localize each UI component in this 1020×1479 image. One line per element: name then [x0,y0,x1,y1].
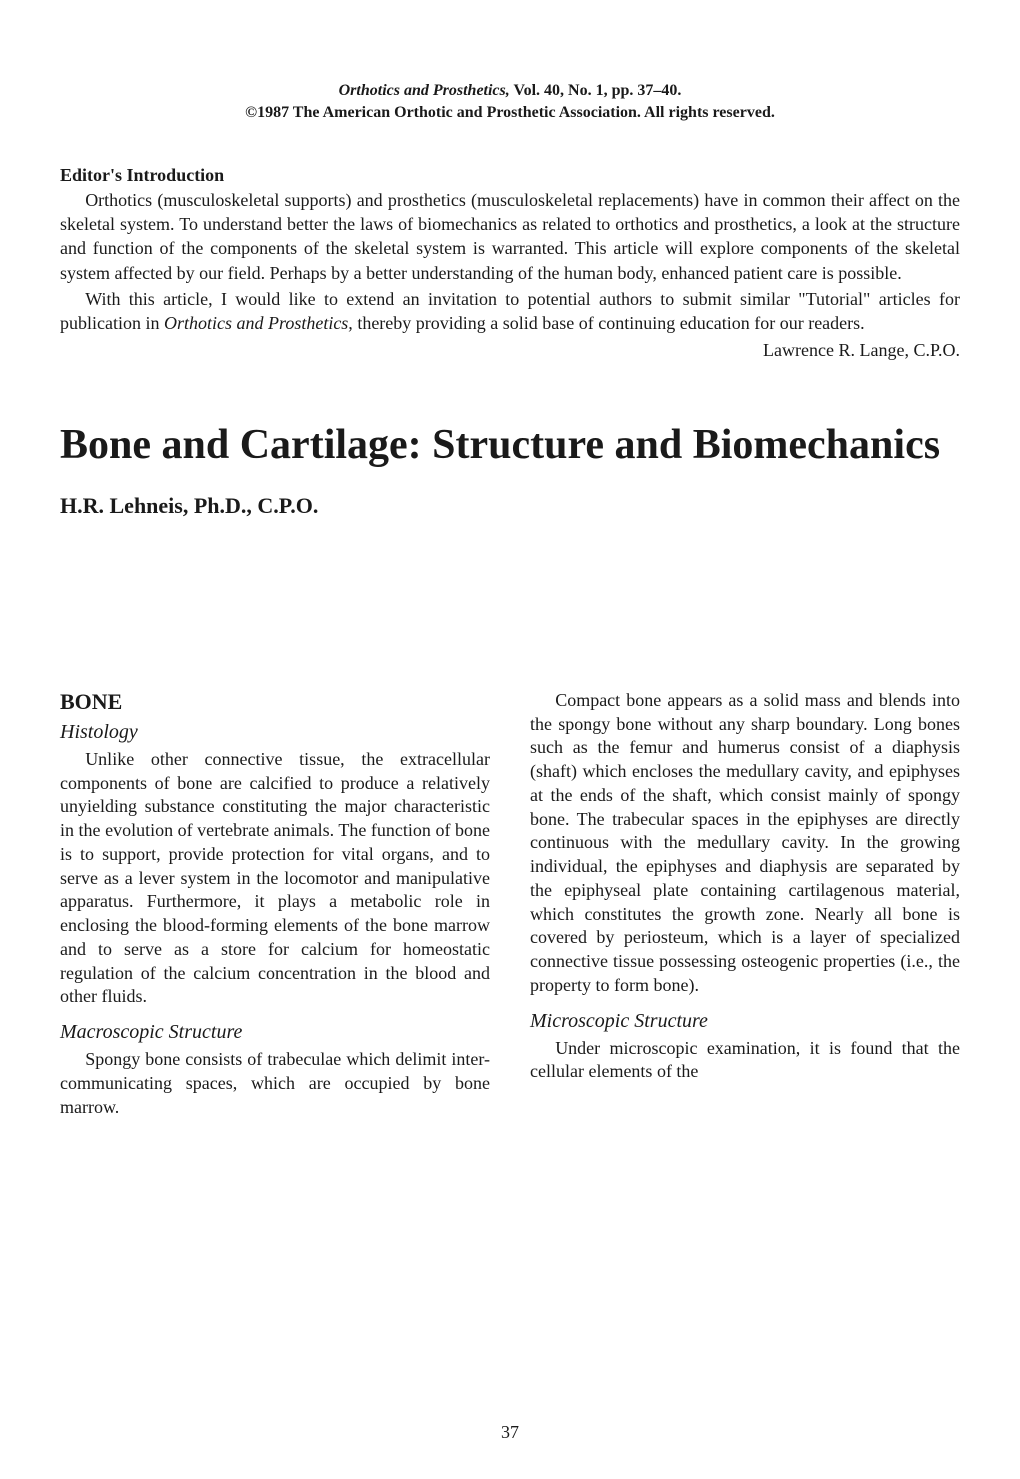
col2-para-1: Compact bone appears as a solid mass and… [530,689,960,998]
left-column: BONE Histology Unlike other connective t… [60,689,490,1124]
journal-vol: Vol. 40, No. 1, pp. 37–40. [510,82,682,99]
subsection-microscopic: Microscopic Structure [530,1010,960,1033]
editor-attribution: Lawrence R. Lange, C.P.O. [60,340,960,361]
editor-para-2-italic: Orthotics and Prosthetics, [164,313,353,333]
editor-para-2: With this article, I would like to exten… [60,287,960,336]
histology-para-1: Unlike other connective tissue, the extr… [60,748,490,1009]
editor-heading: Editor's Introduction [60,165,960,186]
journal-name: Orthotics and Prosthetics, [339,82,510,99]
header-citation: Orthotics and Prosthetics, Vol. 40, No. … [60,80,960,125]
section-bone: BONE [60,689,490,715]
editor-para-1: Orthotics (musculoskeletal supports) and… [60,188,960,285]
article-title: Bone and Cartilage: Structure and Biomec… [60,421,960,469]
subsection-histology: Histology [60,721,490,744]
subsection-macroscopic: Macroscopic Structure [60,1021,490,1044]
macroscopic-para-1: Spongy bone consists of trabeculae which… [60,1048,490,1119]
article-author: H.R. Lehneis, Ph.D., C.P.O. [60,493,960,519]
journal-line: Orthotics and Prosthetics, Vol. 40, No. … [60,80,960,102]
copyright-line: ©1987 The American Orthotic and Prosthet… [60,102,960,124]
page-number: 37 [0,1422,1020,1443]
microscopic-para-1: Under microscopic examination, it is fou… [530,1037,960,1085]
two-column-body: BONE Histology Unlike other connective t… [60,689,960,1124]
editor-introduction: Editor's Introduction Orthotics (musculo… [60,165,960,361]
editor-para-2-post: thereby providing a solid base of contin… [353,313,865,333]
right-column: Compact bone appears as a solid mass and… [530,689,960,1124]
